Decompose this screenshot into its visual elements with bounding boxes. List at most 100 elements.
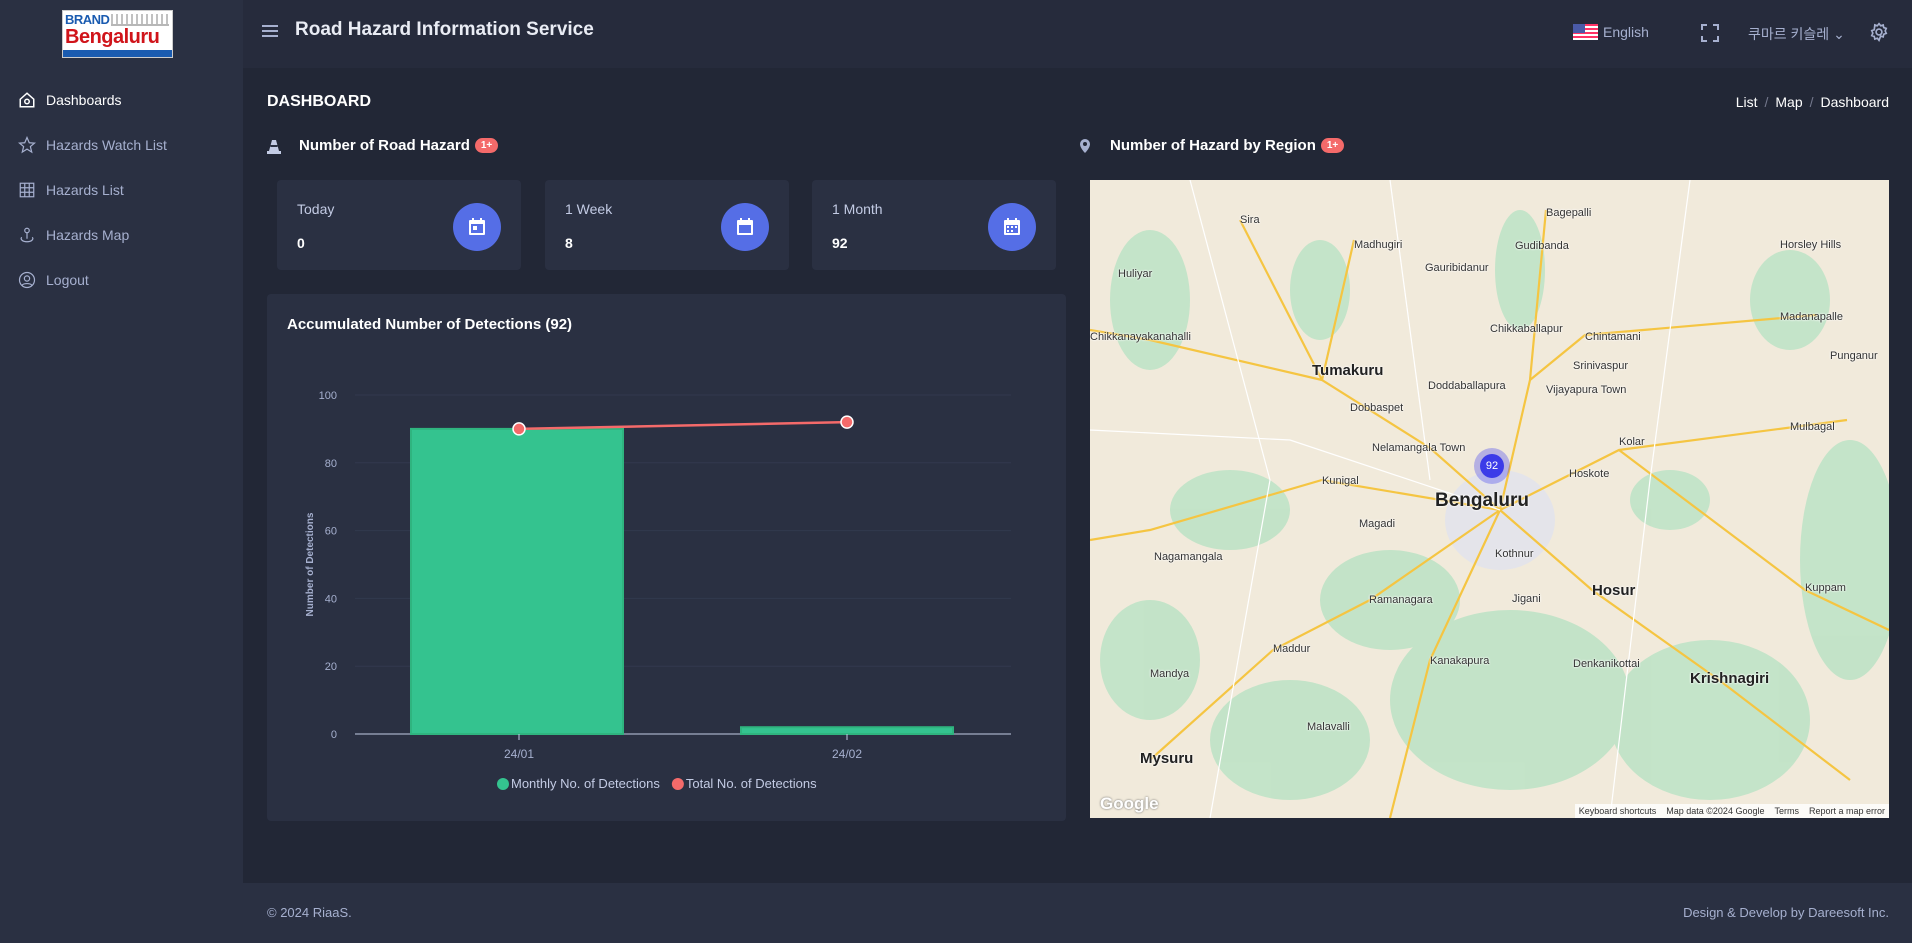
logo-tagline-bar <box>63 50 172 57</box>
logo-text-top: BRAND <box>65 12 110 27</box>
line-point-24/02[interactable] <box>840 415 854 429</box>
map-place-label: Mysuru <box>1140 750 1194 767</box>
stat-value: 8 <box>565 235 573 251</box>
sidebar-item-dashboards[interactable]: Dashboards <box>18 88 122 112</box>
language-selector[interactable]: English <box>1573 24 1649 40</box>
map-place-label: Doddaballapura <box>1428 380 1506 392</box>
total-detections-line <box>518 420 848 431</box>
terms-link[interactable]: Terms <box>1774 806 1799 816</box>
page-title: DASHBOARD <box>267 93 371 110</box>
stat-value: 92 <box>832 235 848 251</box>
legend-label[interactable]: Total No. of Detections <box>686 776 817 791</box>
fullscreen-icon[interactable] <box>1701 24 1719 42</box>
sidebar-item-label: Dashboards <box>46 92 122 108</box>
map-place-label: Kothnur <box>1495 548 1534 560</box>
map-place-label: Kolar <box>1619 436 1645 448</box>
map-data-text: Map data ©2024 Google <box>1666 806 1765 816</box>
y-tick-label: 40 <box>325 593 337 605</box>
stat-card-1-month: 1 Month 92 <box>812 180 1056 270</box>
menu-toggle-icon[interactable] <box>262 24 278 38</box>
detections-chart: 0 20 40 60 80 100 Number of Detections 24/01 24/… <box>305 390 1011 791</box>
count-badge: 1+ <box>474 138 499 153</box>
y-tick-label: 80 <box>325 458 337 470</box>
keyboard-shortcuts-link[interactable]: Keyboard shortcuts <box>1578 806 1657 816</box>
line-point-24/01[interactable] <box>512 422 526 436</box>
breadcrumb-list[interactable]: List <box>1735 94 1758 110</box>
map-place-label: Hoskote <box>1569 468 1610 480</box>
bar-24/02[interactable] <box>740 726 954 736</box>
x-tick-label: 24/02 <box>832 747 862 761</box>
sidebar-item-hazards-map[interactable]: Hazards Map <box>18 223 129 247</box>
map-place-label: Horsley Hills <box>1780 239 1842 251</box>
map-place-label: Magadi <box>1359 518 1396 530</box>
count-badge: 1+ <box>1320 138 1345 153</box>
sidebar-item-hazards-list[interactable]: Hazards List <box>18 178 124 202</box>
map-base <box>1090 180 1889 818</box>
hazard-cluster-marker[interactable]: 92 <box>1474 448 1510 484</box>
app-title: Road Hazard Information Service <box>295 19 594 40</box>
gear-icon[interactable] <box>1869 22 1889 42</box>
traffic-cone-icon <box>267 139 281 154</box>
sidebar: BRAND Bengaluru Dashboards Hazards Watch… <box>0 0 243 943</box>
stat-label: Today <box>297 201 335 217</box>
legend-label[interactable]: Monthly No. of Detections <box>511 776 660 791</box>
y-tick-label: 60 <box>325 526 337 538</box>
map-place-label: Huliyar <box>1118 268 1153 280</box>
map-place-label: Kuppam <box>1805 582 1846 594</box>
map-place-label: Mulbagal <box>1790 421 1835 433</box>
map-place-label: Bagepalli <box>1546 207 1592 219</box>
map-place-label: Srinivaspur <box>1573 360 1629 372</box>
section-title-text: Number of Hazard by Region <box>1110 137 1316 154</box>
map-place-label: Sira <box>1240 214 1260 226</box>
road-hazard-section-title: Number of Road Hazard 1+ <box>267 137 499 154</box>
map-place-label: Krishnagiri <box>1690 670 1770 687</box>
map-place-label: Mandya <box>1150 668 1190 680</box>
map-place-label: Gauribidanur <box>1425 262 1489 274</box>
stat-value: 0 <box>297 235 305 251</box>
legend-marker <box>497 778 509 790</box>
map-place-label: Kunigal <box>1322 475 1359 487</box>
map-place-label: Madhugiri <box>1354 239 1403 251</box>
breadcrumb-map[interactable]: Map <box>1775 94 1803 110</box>
footer: © 2024 RiaaS. Design & Develop by Darees… <box>243 883 1912 943</box>
sidebar-item-label: Hazards Watch List <box>46 137 167 153</box>
map-place-label: Chintamani <box>1585 331 1641 343</box>
cluster-count: 92 <box>1480 454 1504 478</box>
user-name: 쿠마르 키슬레 <box>1748 26 1830 42</box>
skyline-graphic <box>111 14 169 26</box>
map-place-label: Chikkanayakanahalli <box>1090 331 1191 343</box>
bar-24/01[interactable] <box>410 427 624 735</box>
sidebar-item-hazards-watch-list[interactable]: Hazards Watch List <box>18 133 167 157</box>
map-place-label: Dobbaspet <box>1350 402 1404 414</box>
map-place-label: Maddur <box>1273 643 1311 655</box>
map-place-label: Chikkaballapur <box>1490 323 1563 335</box>
user-menu[interactable]: 쿠마르 키슬레 ⌄ <box>1748 24 1845 44</box>
map-place-label: Tumakuru <box>1312 362 1384 379</box>
google-logo: Google <box>1100 794 1159 813</box>
y-tick-label: 20 <box>325 661 337 673</box>
hazard-region-map[interactable]: Sira Madhugiri Gauribidanur Bagepalli Gudiba… <box>1090 180 1889 818</box>
sidebar-item-logout[interactable]: Logout <box>18 268 89 292</box>
stat-label: 1 Month <box>832 201 883 217</box>
stat-card-today: Today 0 <box>277 180 521 270</box>
report-map-error-link[interactable]: Report a map error <box>1808 806 1885 816</box>
calendar-icon <box>453 203 501 251</box>
map-place-label: Punganur <box>1830 350 1878 362</box>
home-icon <box>19 92 35 108</box>
map-place-label: Nagamangala <box>1154 551 1223 563</box>
brand-bengaluru-logo[interactable]: BRAND Bengaluru <box>62 10 173 58</box>
map-place-label: Kanakapura <box>1430 655 1490 667</box>
stat-card-1-week: 1 Week 8 <box>545 180 789 270</box>
copyright: © 2024 RiaaS. <box>267 905 352 920</box>
language-label: English <box>1603 24 1649 40</box>
map-place-label: Madanapalle <box>1780 311 1843 323</box>
us-flag-icon <box>1573 24 1598 40</box>
map-place-label: Bengaluru <box>1435 490 1529 511</box>
calendar-week-icon <box>721 203 769 251</box>
map-place-label: Vijayapura Town <box>1546 384 1627 396</box>
map-place-label: Gudibanda <box>1515 240 1569 252</box>
section-title-text: Number of Road Hazard <box>299 137 470 154</box>
map-place-label: Denkanikottai <box>1573 658 1640 670</box>
map-pin-icon <box>20 227 34 243</box>
map-place-label: Malavalli <box>1307 721 1350 733</box>
